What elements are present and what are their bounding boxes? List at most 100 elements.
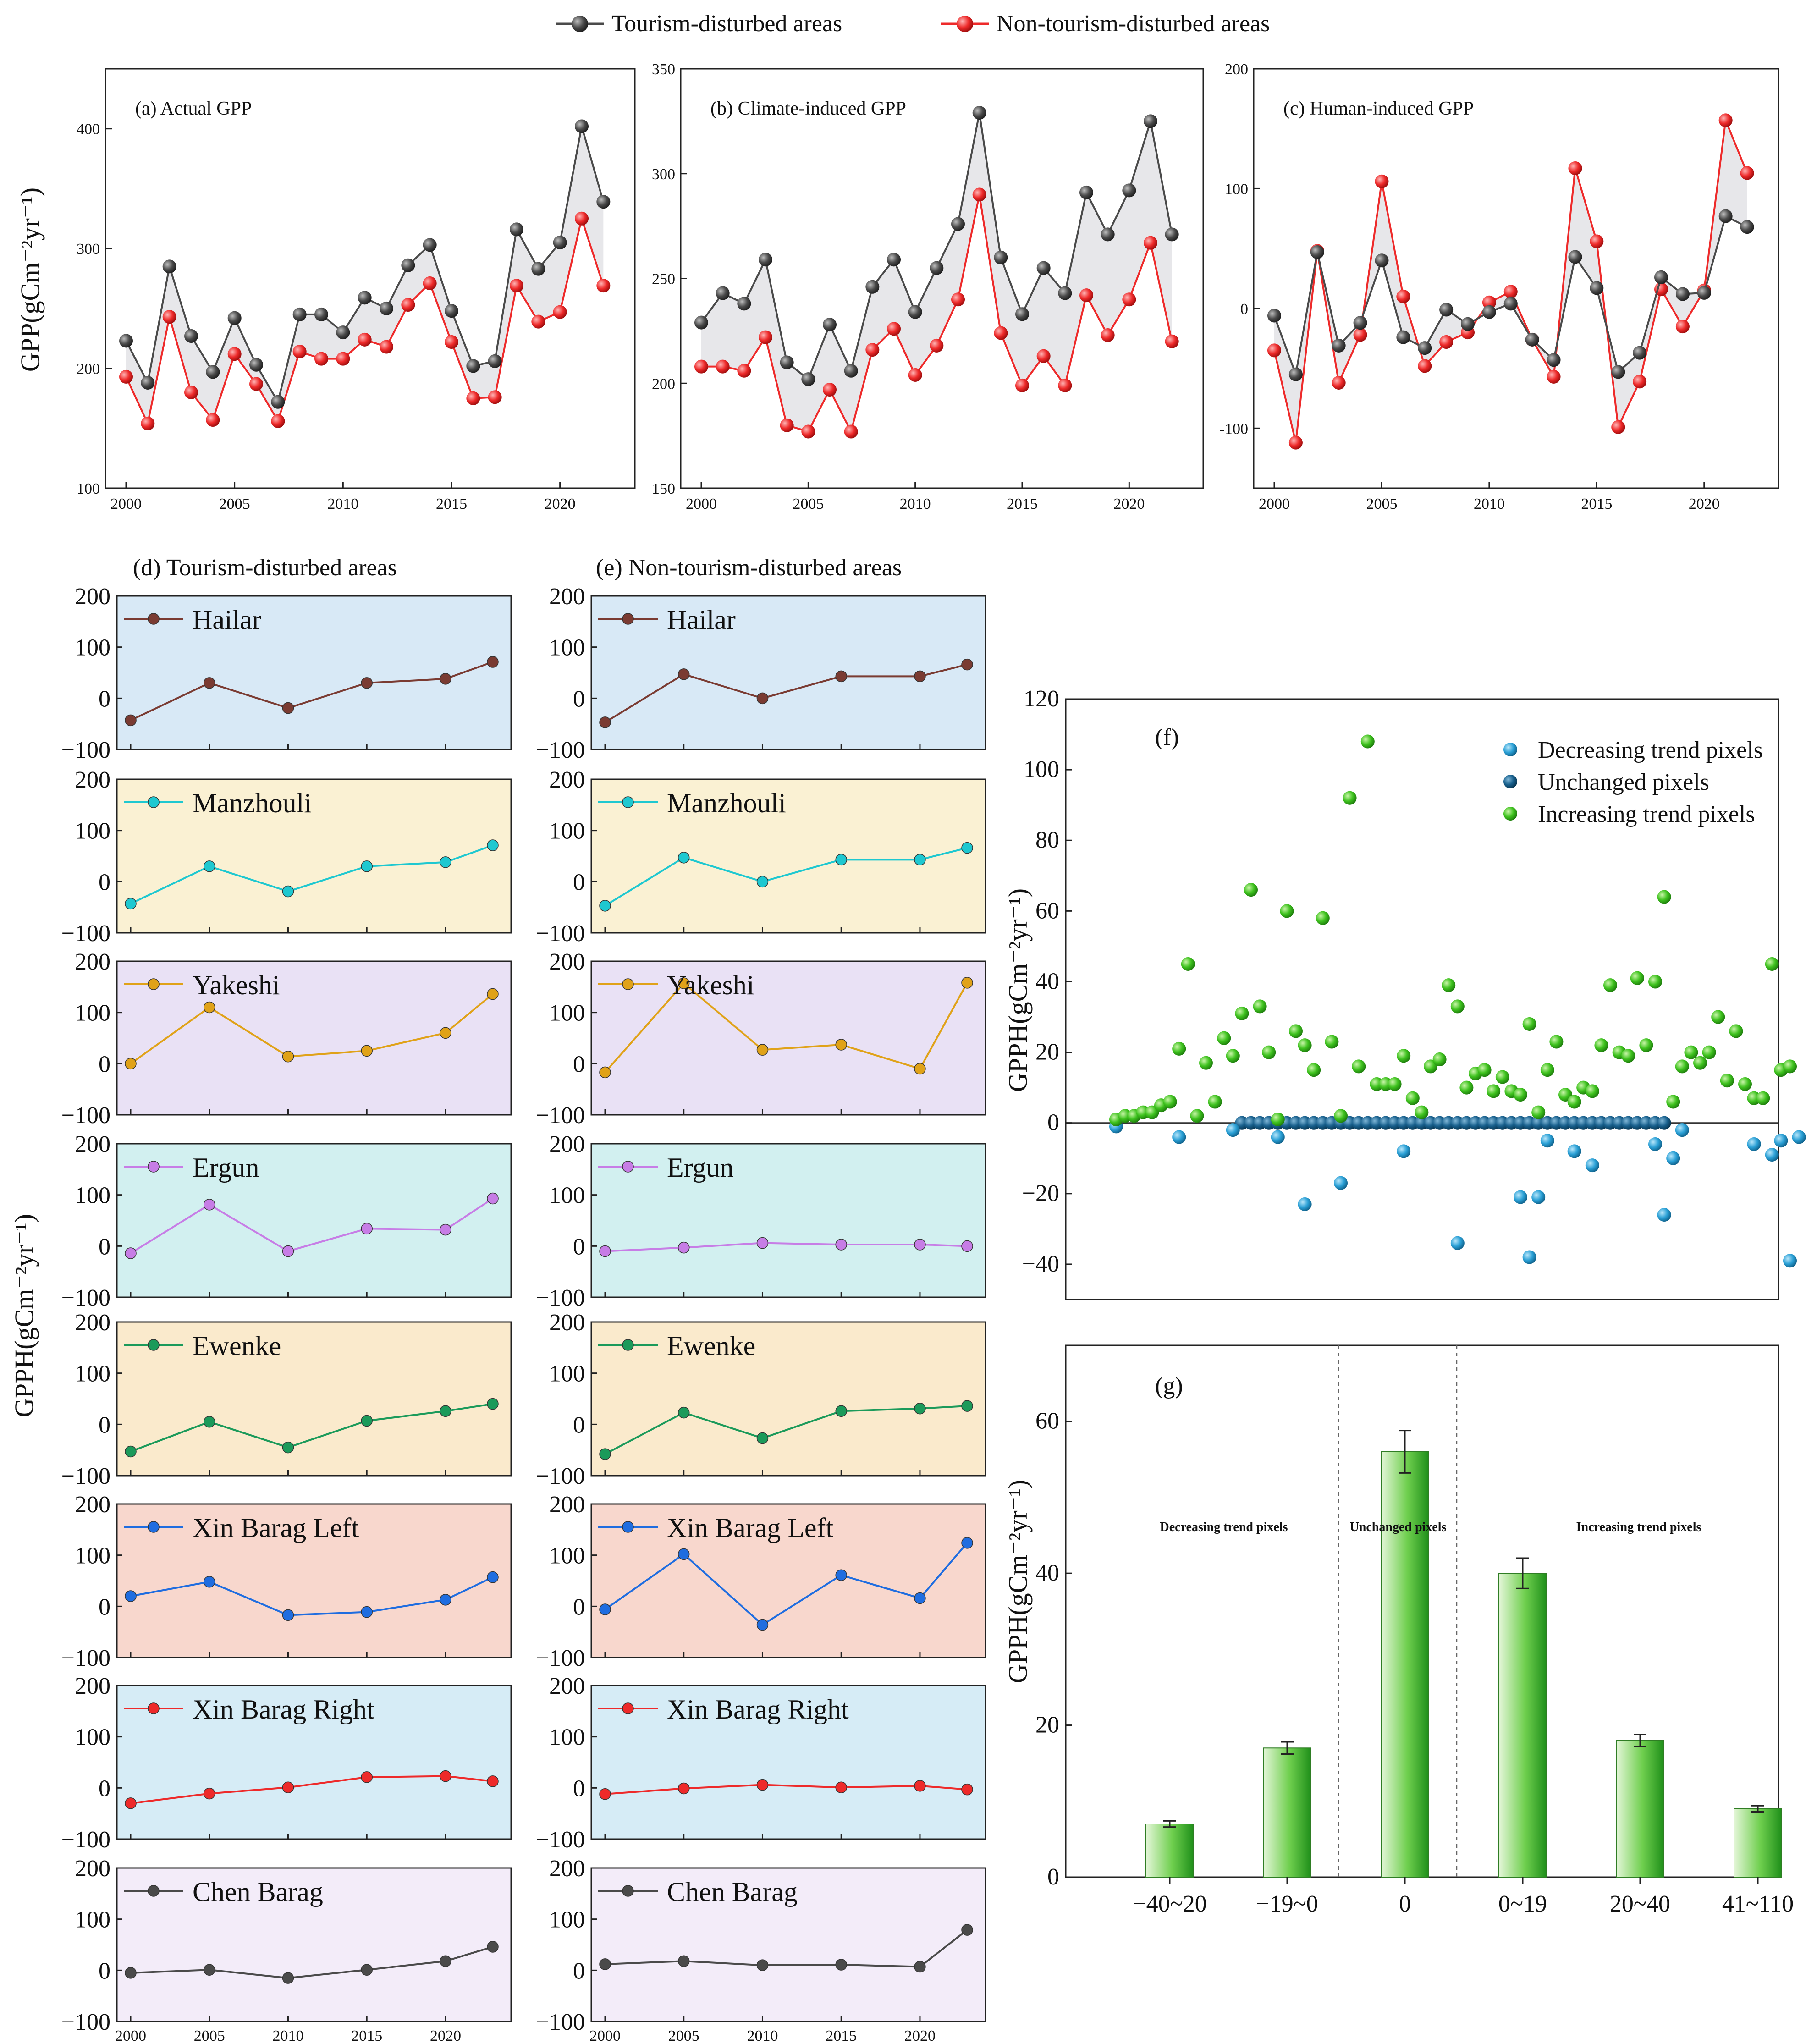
increasing-point (1702, 1045, 1716, 1059)
county-point-2020 (914, 1402, 926, 1415)
county-point-2010 (282, 1050, 294, 1063)
increasing-point (1531, 1105, 1546, 1119)
county-point-2023 (487, 1571, 499, 1583)
increasing-point (1657, 890, 1671, 904)
county-legend-marker (148, 978, 160, 990)
increasing-point (1415, 1105, 1429, 1119)
county-point-2005 (677, 852, 690, 864)
tourism-point-2020 (1697, 286, 1711, 300)
increasing-point (1163, 1095, 1177, 1109)
county-name-label: Manzhouli (193, 788, 312, 818)
county-name-label: Xin Barag Left (667, 1513, 834, 1543)
increasing-point (1459, 1080, 1474, 1095)
decreasing-point (1666, 1151, 1680, 1165)
y-tick-label: 80 (1035, 827, 1059, 853)
county-plot-hailar: Hailar −100 0 100 200 (61, 584, 512, 763)
county-point-2000 (599, 1448, 611, 1460)
gpp-y-axis-label: GPP(gCm⁻²yr⁻¹) (15, 187, 45, 372)
tourism-point-2014 (994, 250, 1008, 264)
county-point-2023 (487, 656, 499, 668)
non-tourism-point-2000 (119, 369, 133, 384)
non-tourism-point-2016 (466, 391, 480, 405)
decreasing-point (1540, 1134, 1554, 1148)
county-point-2010 (756, 1959, 769, 1971)
county-plot-yakeshi: Yakeshi −100 0 100 200 (61, 949, 512, 1129)
y-tick-label: 0 (99, 1412, 110, 1438)
county-series-line (604, 982, 968, 1073)
county-point-2000 (599, 1245, 611, 1257)
non-tourism-point-2019 (531, 314, 545, 329)
tourism-point-2018 (1654, 270, 1668, 284)
y-tick-label: −100 (61, 1645, 110, 1671)
tourism-point-2010 (1482, 305, 1496, 319)
increasing-point (1684, 1045, 1698, 1059)
county-legend-marker (148, 613, 160, 625)
y-tick-label: 100 (77, 480, 100, 497)
tourism-point-2022 (1740, 220, 1754, 234)
non-tourism-point-2006 (249, 377, 263, 391)
tourism-point-2008 (865, 280, 880, 294)
increasing-point (1360, 734, 1375, 749)
decreasing-point (1531, 1190, 1546, 1204)
tourism-point-2021 (575, 119, 589, 133)
county-name-label: Yakeshi (667, 970, 754, 1000)
decreasing-point (1514, 1190, 1527, 1204)
tourism-point-2018 (1079, 185, 1093, 199)
y-tick-label: −20 (1022, 1180, 1059, 1207)
county-point-2010 (756, 1237, 769, 1249)
county-legend-marker (622, 1521, 634, 1533)
tourism-point-2008 (1439, 303, 1454, 317)
non-tourism-point-2004 (780, 418, 794, 432)
tourism-point-2014 (423, 238, 437, 252)
tourism-point-2007 (271, 395, 285, 409)
county-point-2015 (361, 1606, 373, 1618)
non-tourism-point-2018 (510, 279, 523, 293)
county-point-2000 (599, 716, 611, 728)
y-tick-label: −40 (1022, 1251, 1059, 1277)
y-tick-label: 150 (652, 480, 675, 497)
county-plot-frame (590, 1867, 986, 2022)
x-tick-label: 2020 (430, 2027, 461, 2044)
tourism-point-2003 (1332, 338, 1346, 353)
bar-1 (1263, 1747, 1311, 1878)
non-tourism-point-2003 (184, 385, 198, 399)
county-point-2015 (361, 1223, 373, 1235)
non-tourism-point-2022 (596, 279, 611, 293)
county-legend-marker (148, 796, 160, 808)
county-point-2015 (835, 1569, 847, 1581)
tourism-point-2015 (1015, 307, 1029, 321)
county-name-label: Hailar (193, 605, 261, 635)
non-tourism-point-2013 (401, 298, 415, 312)
non-tourism-point-2002 (737, 364, 751, 378)
increasing-point (1756, 1091, 1770, 1105)
county-plot-frame (590, 1503, 986, 1658)
county-point-2005 (677, 977, 690, 989)
increasing-point (1711, 1010, 1725, 1024)
increasing-point (1307, 1063, 1321, 1077)
non-tourism-point-2010 (908, 368, 922, 382)
y-tick-label: 100 (75, 1724, 110, 1751)
county-plot-xin-barag-left: Xin Barag Left −100 0 100 200 (536, 1492, 986, 1671)
county-point-2015 (361, 1964, 373, 1976)
non-tourism-point-2010 (1482, 295, 1496, 309)
y-tick-label: 0 (99, 686, 110, 712)
tourism-point-2002 (737, 297, 751, 311)
non-tourism-point-2009 (314, 352, 328, 366)
county-point-2020 (440, 1770, 451, 1782)
y-tick-label: 200 (1225, 61, 1248, 78)
y-tick-label: 200 (75, 584, 110, 610)
county-series-line (130, 1576, 493, 1616)
legend-label: Unchanged pixels (1538, 769, 1709, 795)
legend-marker (1503, 775, 1517, 788)
tourism-point-2009 (887, 253, 901, 267)
y-tick-label: −100 (536, 1827, 585, 1853)
county-series-line (605, 1242, 968, 1252)
county-series-line (605, 1405, 968, 1455)
panel-c-human-gpp: -100 0 100 200 2000 2005 2010 2015 2020 (c) Human… (1220, 61, 1779, 512)
county-plot-chen-barag: Chen Barag −100 0 100 200 2000 2005 2010 2015 202… (61, 1856, 512, 2044)
y-tick-label: 200 (75, 1492, 110, 1518)
y-tick-label: 200 (549, 1492, 585, 1518)
county-point-2000 (599, 1066, 611, 1079)
increasing-point (1567, 1095, 1581, 1109)
